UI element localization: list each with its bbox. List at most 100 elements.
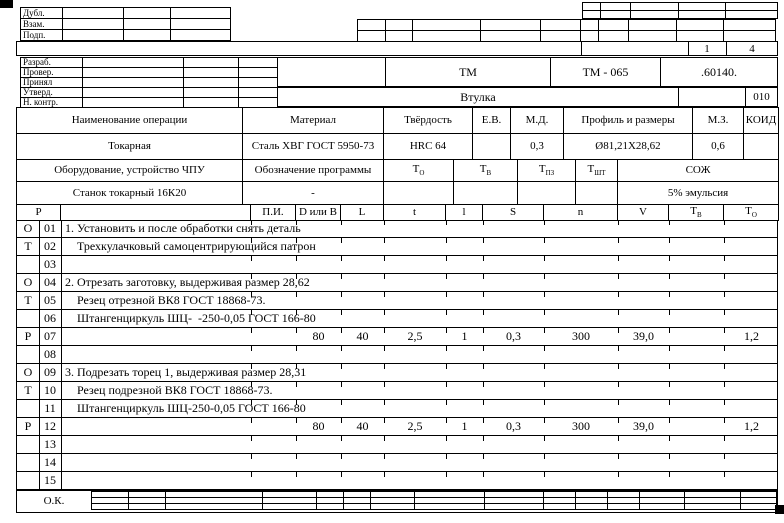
col-d-or-b: D или B [295,204,341,221]
empty-cell [183,57,239,68]
empty-cell [60,204,251,221]
empty-cell [238,97,279,108]
empty-cell [183,97,239,108]
empty-cell [170,7,231,19]
value-L: 40 [356,419,369,433]
value-v: 39,0 [633,419,654,433]
doc-type: ТМ [459,64,477,79]
sheet-total: 4 [749,43,755,55]
empty-cell [740,503,777,510]
empty-cell [164,503,264,510]
empty-cell [238,77,279,88]
empty-cell [723,30,776,42]
empty-cell [413,503,486,510]
empty-cell [582,2,601,11]
ok-footer: О.К. [16,490,778,513]
table-row: Т 10 Резец подрезной ВК8 ГОСТ 18868-73. [17,382,777,400]
col-equipment: Оборудование, устройство ЧПУ [16,159,243,182]
table-row: 13 [17,436,777,454]
md-value: 0,3 [510,133,564,160]
empty-cell [357,30,386,42]
divider [688,42,689,55]
empty-cell [638,503,686,510]
empty-cell [170,29,231,41]
col-v: V [617,204,669,221]
empty-cell [82,67,184,78]
value-L: 40 [356,329,369,343]
empty-cell [580,30,599,42]
col-program: Обозначение программы [242,159,384,182]
t-sht-value [575,181,618,205]
value-t: 2,5 [407,329,423,343]
equipment-table: Оборудование, устройство ЧПУ Обозначение… [16,159,779,205]
table-row: 14 [17,454,777,472]
empty-cell [630,2,679,11]
operation-number: 010 [753,91,770,103]
empty-cell [600,2,631,11]
col-md: М.Д. [510,107,564,134]
col-pi: П.И. [250,204,296,221]
equipment-name: Станок токарный 16К20 [16,181,243,205]
doc-spacer-cell [277,57,387,87]
ok-label: О.К. [43,495,65,507]
table-row: Т 02 Трехкулачковый самоцентрирующийся па… [17,238,777,256]
empty-cell [480,30,541,42]
t-o-value [383,181,454,205]
divider [726,42,727,55]
value-t: 2,5 [407,419,423,433]
value-d: 80 [312,419,325,433]
t-pz-value [517,181,576,205]
col-to: ТО [723,204,779,221]
col-i: l [445,204,483,221]
empty-cell [385,19,413,31]
col-s: S [482,204,544,221]
empty-cell [484,503,544,510]
header-grid-upper [582,2,778,19]
empty-cell [628,30,677,42]
doc-number: ТМ - 065 [582,64,629,79]
table-row: 06 Штангенциркуль ШЦ- -250-0,05 ГОСТ 166… [17,310,777,328]
sign-label-razrab: Разраб. [20,57,83,68]
empty-cell [606,503,640,510]
value-s: 0,3 [506,419,521,433]
value-n: 300 [572,329,590,343]
empty-cell [315,503,344,510]
header-grid-lower [357,19,776,42]
operation-rows: О 01 1. Установить и после обработки снять… [16,220,778,490]
empty-cell [262,503,317,510]
value-n: 300 [572,419,590,433]
corner-mark-bottom-right [775,505,784,514]
empty-cell [357,19,386,31]
corner-mark-top-left [0,0,13,8]
col-t-pz: ТПЗ [517,159,576,182]
t-v-value [453,181,518,205]
empty-cell [412,30,481,42]
operation-info-table: Наименование операции Материал Твёрдость… [16,107,779,160]
empty-cell [678,10,726,19]
col-ev: Е.В. [472,107,511,134]
col-hardness: Твёрдость [383,107,473,134]
col-L: L [340,204,384,221]
empty-cell [170,18,231,30]
empty-cell [684,503,742,510]
empty-cell [238,67,279,78]
empty-cell [598,30,629,42]
value-s: 0,3 [506,329,521,343]
koid-value [743,133,779,160]
col-t-sht: ТШТ [575,159,618,182]
empty-cell [540,30,581,42]
empty-cell [630,10,679,19]
empty-cell [238,57,279,68]
doc-code-cell: .60140. [660,57,778,87]
material: Сталь ХВГ ГОСТ 5950-73 [242,133,384,160]
col-t-v: ТВ [453,159,518,182]
col-operation-name: Наименование операции [16,107,243,134]
empty-cell [725,10,778,19]
value-to: 1,2 [744,329,759,343]
empty-cell [678,87,746,107]
hardness: HRC 64 [383,133,473,160]
empty-cell [123,7,171,19]
empty-cell [628,19,677,31]
table-row: 15 [17,472,777,490]
